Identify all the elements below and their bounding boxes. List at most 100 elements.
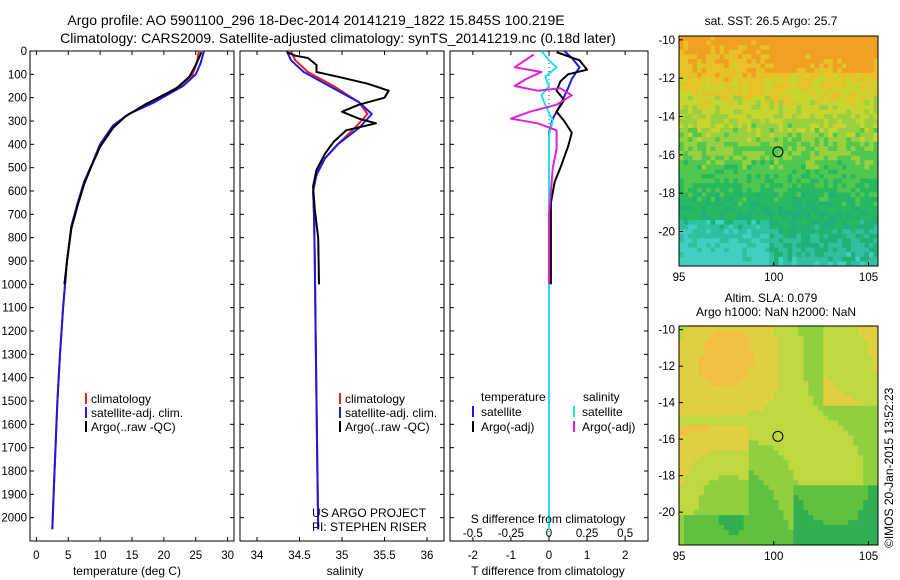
sla-cell [848,455,854,461]
sst-cell [701,256,707,262]
sst-cell [692,82,698,88]
sst-cell [823,72,829,78]
sla-cell [753,385,760,392]
sla-cell [768,470,775,476]
sla-cell [778,340,785,347]
sla-cell [683,330,690,337]
sla-cell [833,505,839,511]
sla-cell [788,355,795,362]
sla-cell [728,335,735,342]
sst-cell [859,183,866,189]
sst-cell [737,210,743,216]
sst-cell [679,141,685,147]
sla-cell [863,370,869,377]
sla-cell [858,525,864,531]
sst-cell [764,247,771,253]
sst-cell [778,233,784,239]
sst-cell [787,169,793,175]
sla-cell [838,505,844,511]
sla-cell [828,420,834,427]
sst-cell [737,105,743,111]
sst-cell [737,63,743,69]
sst-cell [701,109,707,115]
sla-cell [873,520,878,526]
sla-cell [738,510,745,516]
sla-cell [743,445,750,452]
sst-cell [801,233,807,239]
sst-cell [778,123,784,129]
sst-cell [868,243,875,249]
sla-cell [823,540,829,545]
sla-cell [803,475,809,481]
sst-cell [697,206,703,212]
sla-cell [688,480,695,486]
sla-cell [748,505,755,511]
sst-cell [837,141,843,147]
sst-cell [846,36,852,42]
sst-cell [873,128,878,134]
sst-cell [792,238,798,244]
sst-cell [724,45,730,51]
sst-cell [760,192,766,198]
sla-cell [698,480,705,486]
sst-cell [679,160,685,166]
sla-cell [748,350,755,357]
sla-cell [688,475,695,481]
sst-cell [692,132,698,138]
y-tick-label: 300 [8,116,27,128]
sla-cell [763,390,770,397]
sla-cell [788,455,795,461]
sst-cell [755,261,762,266]
sla-cell [818,400,824,407]
sla-cell [808,400,814,407]
sla-cell [843,335,849,342]
legend-label-t-argo: Argo(-adj) [481,420,534,434]
sst-cell [706,187,712,193]
sst-cell [746,68,752,74]
sst-cell [710,187,716,193]
y-tick-label: -10 [658,325,675,337]
sla-cell [773,505,780,511]
sst-cell [832,192,838,198]
sla-cell [838,375,844,382]
sst-cell [805,220,811,226]
sst-cell [837,215,843,221]
sst-cell [697,169,703,175]
sla-cell [823,340,829,347]
sst-cell [764,40,771,46]
sla-cell [843,500,849,506]
sst-cell [683,215,689,221]
sla-cell [873,495,878,501]
sst-cell [755,77,762,83]
sst-cell [828,178,834,184]
sla-cell [693,535,700,541]
sst-cell [764,220,771,226]
sla-cell [708,510,715,516]
sst-cell [837,59,843,65]
sla-cell [783,540,790,545]
sst-cell [755,118,762,124]
sla-cell [748,400,755,407]
sst-cell [733,261,739,266]
sla-cell [728,375,735,382]
sst-cell [850,77,856,83]
sst-cell [683,197,689,203]
sst-cell [764,132,771,138]
sst-cell [751,183,757,189]
sst-cell [710,45,716,51]
sla-cell [733,440,740,447]
sla-cell [763,385,770,392]
sst-cell [742,95,748,101]
sst-cell [697,224,703,230]
sst-cell [733,86,739,92]
sst-cell [778,197,784,203]
sla-cell [743,485,750,491]
sst-cell [733,109,739,115]
sla-cell [823,460,829,466]
sla-cell [718,415,725,422]
sst-cell [783,174,789,180]
sla-cell [703,390,710,397]
sst-cell [688,95,694,101]
sst-cell [706,82,712,88]
sst-cell [719,109,725,115]
